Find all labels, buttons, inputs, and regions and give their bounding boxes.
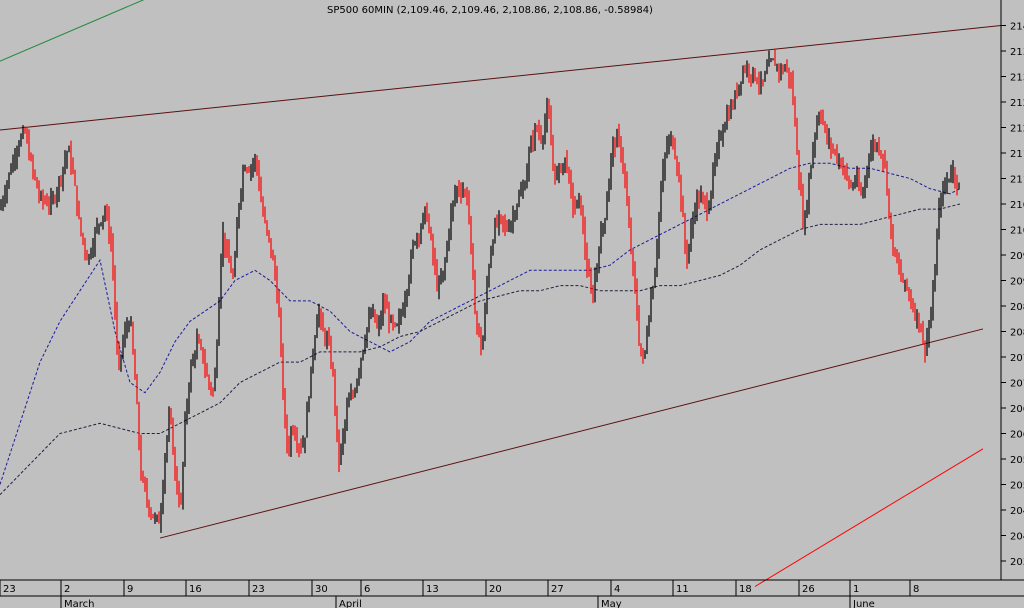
x-tick-label: 8 xyxy=(913,584,919,595)
y-tick-label: 2090 xyxy=(1010,277,1024,288)
x-tick-label: 11 xyxy=(676,584,689,595)
chart-title: SP500 60MIN (2,109.46, 2,109.46, 2,108.8… xyxy=(327,5,653,16)
y-tick-label: 2110 xyxy=(1010,175,1024,186)
y-tick-label: 2095 xyxy=(1010,251,1024,262)
y-tick-label: 2075 xyxy=(1010,353,1024,364)
y-tick-label: 2135 xyxy=(1010,47,1024,58)
y-tick-label: 2080 xyxy=(1010,328,1024,339)
month-label: June xyxy=(852,599,875,608)
month-label: May xyxy=(601,599,622,608)
y-tick-label: 2045 xyxy=(1010,506,1024,517)
month-label: April xyxy=(339,599,362,608)
red-trendline xyxy=(754,448,984,587)
x-tick-label: 23 xyxy=(3,584,16,595)
month-label: March xyxy=(64,599,94,608)
x-tick-label: 30 xyxy=(315,584,328,595)
resistance-trendline xyxy=(0,25,1002,131)
y-tick-label: 2100 xyxy=(1010,226,1024,237)
x-tick-label: 27 xyxy=(551,584,564,595)
x-tick-label: 6 xyxy=(364,584,370,595)
x-tick-label: 26 xyxy=(802,584,815,595)
y-tick-label: 2040 xyxy=(1010,532,1024,543)
y-tick-label: 2035 xyxy=(1010,557,1024,568)
y-tick-label: 2130 xyxy=(1010,73,1024,84)
x-tick-label: 2 xyxy=(64,584,70,595)
y-tick-label: 2085 xyxy=(1010,302,1024,313)
x-tick-label: 20 xyxy=(489,584,502,595)
support-trendline xyxy=(159,328,984,539)
y-tick-label: 2120 xyxy=(1010,124,1024,135)
y-axis: 2035 2040 2045 2050 2055 2060 2065 2070 2075 2080… xyxy=(1001,22,1024,568)
x-tick-label: 23 xyxy=(252,584,265,595)
green-trendline xyxy=(0,0,145,62)
y-tick-label: 2050 xyxy=(1010,481,1024,492)
x-tick-label: 13 xyxy=(426,584,439,595)
ma-short-line xyxy=(0,162,961,485)
moving-average-layer xyxy=(0,162,961,496)
x-tick-label: 1 xyxy=(853,584,859,595)
y-tick-label: 2065 xyxy=(1010,404,1024,415)
y-tick-label: 2105 xyxy=(1010,200,1024,211)
y-tick-label: 2070 xyxy=(1010,379,1024,390)
ma-long-line xyxy=(0,203,961,496)
price-bars-layer xyxy=(0,48,960,533)
x-axis: 23 2 9 16 23 30 6 13 20 27 4 11 18 26 1 8 xyxy=(0,580,919,596)
y-tick-label: 2115 xyxy=(1010,149,1024,160)
x-tick-label: 9 xyxy=(127,584,133,595)
month-axis: March April May June xyxy=(60,596,875,608)
x-tick-label: 4 xyxy=(614,584,620,595)
x-tick-label: 16 xyxy=(189,584,202,595)
y-tick-label: 2125 xyxy=(1010,98,1024,109)
trendline-layer xyxy=(0,0,1002,587)
y-tick-label: 2055 xyxy=(1010,455,1024,466)
y-tick-label: 2060 xyxy=(1010,430,1024,441)
y-tick-label: 2140 xyxy=(1010,22,1024,33)
x-tick-label: 18 xyxy=(739,584,752,595)
